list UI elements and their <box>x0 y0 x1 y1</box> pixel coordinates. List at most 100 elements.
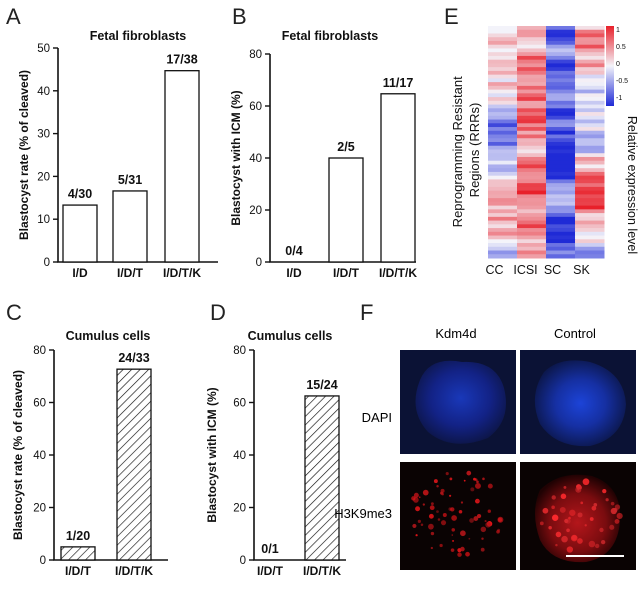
heatmap-cell <box>488 190 518 195</box>
heatmap-cell <box>488 235 518 240</box>
heatmap-cell <box>488 175 518 180</box>
heatmap-cell <box>546 29 576 34</box>
speckle <box>582 478 590 486</box>
heatmap-cell <box>517 213 547 218</box>
chart-c: Cumulus cells 0 20 40 60 80 Blastocyst rate (%… <box>11 329 168 578</box>
colorbar-tick-4: -1 <box>616 95 622 102</box>
speckle <box>451 534 454 536</box>
speckle <box>564 518 569 524</box>
data-label-a-1: 5/31 <box>118 173 142 187</box>
heatmap-cell <box>488 205 518 210</box>
ytick-label-d-2: 40 <box>233 450 246 462</box>
heatmap-panel: Reprogramming Resistant Regions (RRRs) C… <box>450 26 639 277</box>
heatmap-cell <box>517 160 547 165</box>
speckle <box>577 538 583 544</box>
heatmap-cell <box>488 213 518 218</box>
bar-c-1 <box>116 368 152 561</box>
speckle <box>559 506 566 513</box>
heatmap-cell <box>517 134 547 139</box>
heatmap-cell <box>517 67 547 72</box>
heatmap-grid <box>488 26 605 259</box>
speckle <box>450 548 455 552</box>
heatmap-cell <box>488 97 518 102</box>
heatmap-cell <box>488 183 518 188</box>
heatmap-cell <box>517 138 547 143</box>
heatmap-cell <box>517 37 547 42</box>
heatmap-cell <box>575 220 605 225</box>
speckle <box>476 513 482 519</box>
heatmap-cell <box>488 216 518 222</box>
heatmap-cell <box>517 194 547 199</box>
heatmap-cell <box>575 190 605 195</box>
heatmap-cell <box>575 138 605 143</box>
colorbar-label: Relative expression level <box>625 116 639 254</box>
speckle <box>599 527 604 533</box>
speckle <box>440 491 444 495</box>
heatmap-cell <box>488 29 518 34</box>
heatmap-cell <box>546 40 576 46</box>
ytick-label-b-0: 0 <box>256 257 262 269</box>
speckle <box>563 486 567 489</box>
panel-label-c: C <box>6 300 22 325</box>
heatmap-cell <box>517 175 547 180</box>
speckle <box>429 505 435 511</box>
heatmap-cell <box>517 186 547 192</box>
speckle <box>411 496 416 501</box>
heatmap-cell <box>546 190 576 195</box>
heatmap-cell <box>575 115 605 121</box>
heatmap-cell <box>546 228 576 233</box>
heatmap-cell <box>546 138 576 143</box>
heatmap-cell <box>575 127 605 132</box>
speckle <box>460 501 464 504</box>
heatmap-cell <box>488 153 518 158</box>
heatmap-cell <box>546 142 576 147</box>
heatmap-cell <box>488 198 518 203</box>
heatmap-cell <box>517 26 547 31</box>
heatmap-ylabel-line2: Regions (RRRs) <box>467 103 482 198</box>
speckle <box>555 543 558 547</box>
heatmap-cell <box>546 156 576 162</box>
speckle <box>474 482 481 489</box>
micro-col-kdm4d: Kdm4d <box>435 326 476 341</box>
heatmap-cell <box>575 44 605 49</box>
heatmap-cell <box>517 63 547 68</box>
speckle <box>600 539 606 545</box>
heatmap-cell <box>575 231 605 237</box>
speckle <box>445 472 449 476</box>
heatmap-cell <box>575 97 605 102</box>
speckle <box>420 523 424 527</box>
colorbar-tick-0: 1 <box>616 27 620 34</box>
speckle <box>415 506 421 512</box>
heatmap-cell <box>575 33 605 38</box>
heatmap-cell <box>575 254 605 259</box>
heatmap-cell <box>546 216 576 222</box>
ylabel-a: Blastocyst rate (% of cleaved) <box>17 70 31 240</box>
speckle <box>539 521 544 526</box>
heatmap-cell <box>517 149 547 154</box>
ytick-label-c-4: 80 <box>33 345 46 357</box>
heatmap-cell <box>546 26 576 31</box>
speckle <box>430 502 434 506</box>
heatmap-cell <box>575 205 605 210</box>
data-label-b-2: 11/17 <box>383 76 414 90</box>
ytick-label-a-3: 30 <box>37 129 50 141</box>
heatmap-cell <box>517 44 547 49</box>
heatmap-cell <box>546 44 576 49</box>
heatmap-cell <box>575 216 605 222</box>
image-control-dapi <box>520 350 636 454</box>
panel-label-b: B <box>232 4 247 29</box>
speckle <box>449 494 452 497</box>
speckle <box>561 535 568 543</box>
heatmap-cell <box>546 127 576 132</box>
speckle <box>415 534 418 537</box>
heatmap-cell <box>517 183 547 188</box>
chart-title-c: Cumulus cells <box>66 329 151 343</box>
speckle <box>589 517 594 521</box>
heatmap-cell <box>546 235 576 240</box>
speckle <box>485 521 491 528</box>
heatmap-cell <box>488 104 518 109</box>
heatmap-cell <box>575 164 605 169</box>
micro-row-h3k9me3: H3K9me3 <box>334 506 392 521</box>
heatmap-cell <box>575 119 605 124</box>
speckle <box>593 502 598 507</box>
